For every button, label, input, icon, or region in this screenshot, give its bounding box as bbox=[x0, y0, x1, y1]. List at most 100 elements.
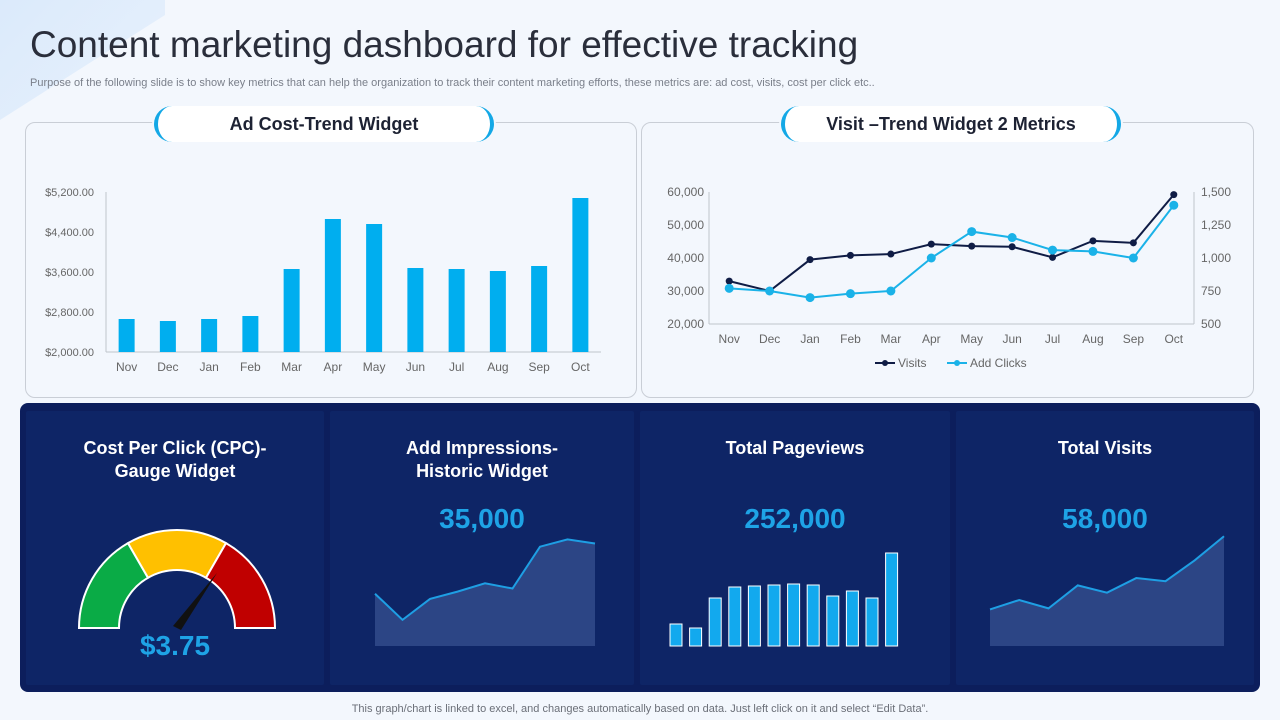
pageview-bar bbox=[787, 583, 801, 647]
bar-Jan bbox=[201, 319, 218, 352]
visits-tile: Total Visits 58,000 bbox=[956, 411, 1254, 685]
x-tick-label: Feb bbox=[840, 332, 861, 346]
impressions-area-chart bbox=[374, 538, 596, 646]
pageviews-bar-chart bbox=[669, 552, 899, 647]
point-Mar bbox=[887, 250, 895, 258]
right-tick-label: 1,000 bbox=[1201, 251, 1231, 265]
point-May bbox=[968, 242, 976, 250]
x-tick-label: Jan bbox=[800, 332, 819, 346]
x-tick-label: Nov bbox=[116, 360, 137, 374]
y-tick-label: $2,000.00 bbox=[45, 347, 94, 359]
point-Sep bbox=[1129, 239, 1137, 247]
x-tick-label: Sep bbox=[1123, 332, 1145, 346]
cpc-gauge bbox=[77, 529, 277, 630]
bar-Oct bbox=[572, 198, 589, 352]
x-tick-label: Jul bbox=[1045, 332, 1060, 346]
gauge-red-segment bbox=[204, 541, 277, 629]
x-tick-label: Apr bbox=[922, 332, 941, 346]
visits-value: 58,000 bbox=[1062, 503, 1148, 534]
metrics-panel: Cost Per Click (CPC)- Gauge Widget $3.75… bbox=[20, 403, 1260, 692]
ad-cost-title: Ad Cost-Trend Widget bbox=[154, 106, 494, 142]
bar-Sep bbox=[531, 266, 548, 352]
point-Aug bbox=[1088, 246, 1098, 256]
point-Jun bbox=[1008, 243, 1016, 251]
legend-label: Visits bbox=[898, 356, 926, 370]
left-tick-label: 50,000 bbox=[667, 218, 704, 232]
left-tick-label: 20,000 bbox=[667, 317, 704, 331]
pageviews-title: Total Pageviews bbox=[725, 438, 865, 458]
pageview-bar bbox=[669, 623, 683, 647]
page-title: Content marketing dashboard for effectiv… bbox=[30, 24, 859, 65]
y-tick-label: $5,200.00 bbox=[45, 187, 94, 199]
bar-Feb bbox=[242, 316, 259, 352]
x-tick-label: Jul bbox=[449, 360, 464, 374]
pageview-bar bbox=[728, 586, 742, 647]
y-tick-label: $3,600.00 bbox=[45, 267, 94, 279]
visit-line-chart: 20,000 30,000 40,000 50,000 60,000 500 750 1,00… bbox=[667, 185, 1231, 370]
x-tick-label: Sep bbox=[528, 360, 550, 374]
impressions-title: Add Impressions- Historic Widget bbox=[330, 437, 634, 483]
area-fill bbox=[990, 536, 1224, 646]
right-tick-label: 500 bbox=[1201, 317, 1221, 331]
ad-cost-widget: Ad Cost-Trend Widget $2,000.00 $2,800.00 $… bbox=[25, 106, 637, 398]
point-Apr bbox=[926, 253, 936, 263]
cpc-value: $3.75 bbox=[139, 630, 211, 661]
point-Jan bbox=[805, 293, 815, 303]
x-tick-label: Feb bbox=[240, 360, 261, 374]
legend-marker bbox=[882, 360, 888, 366]
line-add-clicks bbox=[729, 204, 1175, 299]
bar-Mar bbox=[283, 269, 300, 352]
pageview-bar bbox=[885, 552, 899, 647]
visit-trend-title: Visit –Trend Widget 2 Metrics bbox=[781, 106, 1121, 142]
bar-Jun bbox=[407, 268, 424, 352]
left-tick-label: 60,000 bbox=[667, 185, 704, 199]
bar-May bbox=[366, 224, 383, 352]
gauge-needle bbox=[173, 572, 217, 630]
impressions-title-text: Add Impressions- Historic Widget bbox=[405, 438, 559, 481]
x-tick-label: Aug bbox=[1082, 332, 1103, 346]
visit-trend-widget: Visit –Trend Widget 2 Metrics 20,000 30,0… bbox=[641, 106, 1254, 398]
point-May bbox=[967, 227, 977, 237]
x-tick-label: Dec bbox=[157, 360, 178, 374]
point-Feb bbox=[845, 289, 855, 299]
cpc-title: Cost Per Click (CPC)- Gauge Widget bbox=[26, 437, 324, 483]
x-tick-label: May bbox=[363, 360, 386, 374]
x-tick-label: Aug bbox=[487, 360, 508, 374]
point-Oct bbox=[1169, 200, 1179, 210]
x-tick-label: Jan bbox=[199, 360, 218, 374]
right-tick-label: 1,500 bbox=[1201, 185, 1231, 199]
bar-Apr bbox=[324, 219, 341, 352]
point-Jan bbox=[806, 256, 814, 264]
right-tick-label: 750 bbox=[1201, 284, 1221, 298]
point-Jul bbox=[1049, 253, 1057, 261]
area-fill bbox=[375, 539, 595, 646]
point-Nov bbox=[724, 283, 734, 293]
x-tick-label: Nov bbox=[719, 332, 740, 346]
legend-marker bbox=[954, 360, 960, 366]
point-Mar bbox=[886, 286, 896, 296]
page-subtitle: Purpose of the following slide is to sho… bbox=[30, 77, 875, 89]
pageview-bar bbox=[747, 585, 761, 647]
y-tick-label: $4,400.00 bbox=[45, 227, 94, 239]
point-Jun bbox=[1007, 233, 1017, 243]
point-Oct bbox=[1170, 191, 1178, 199]
pageview-bar bbox=[806, 584, 820, 647]
pageview-bar bbox=[865, 597, 879, 647]
cpc-title-text: Cost Per Click (CPC)- Gauge Widget bbox=[83, 438, 267, 481]
bar-Nov bbox=[118, 319, 135, 352]
trend-line bbox=[374, 538, 596, 622]
x-tick-label: Jun bbox=[1002, 332, 1021, 346]
right-tick-label: 1,250 bbox=[1201, 218, 1231, 232]
x-tick-label: Mar bbox=[881, 332, 902, 346]
impressions-value: 35,000 bbox=[439, 503, 525, 534]
line-visits bbox=[728, 193, 1175, 293]
pageview-bar bbox=[708, 597, 722, 647]
visits-title: Total Visits bbox=[1057, 438, 1153, 458]
cpc-gauge-tile: Cost Per Click (CPC)- Gauge Widget $3.75 bbox=[26, 411, 324, 685]
y-tick-label: $2,800.00 bbox=[45, 307, 94, 319]
legend-label: Add Clicks bbox=[970, 356, 1027, 370]
point-Sep bbox=[1128, 253, 1138, 263]
trend-line bbox=[989, 535, 1225, 611]
footer-note: This graph/chart is linked to excel, and… bbox=[351, 703, 929, 715]
x-tick-label: Oct bbox=[571, 360, 590, 374]
